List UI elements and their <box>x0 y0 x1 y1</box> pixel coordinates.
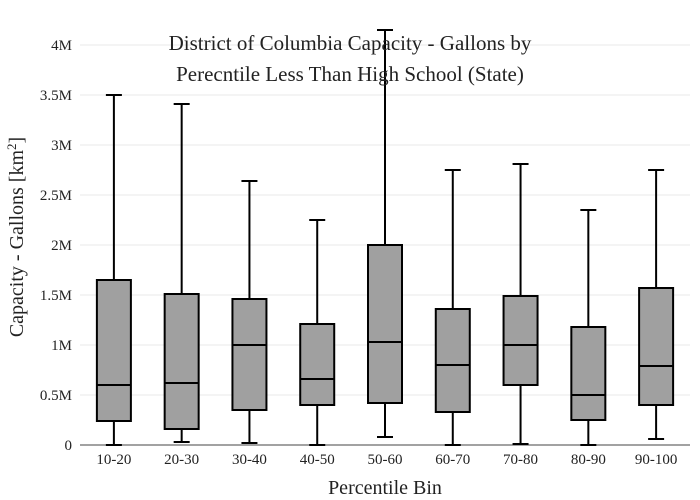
iqr-box <box>95 279 132 422</box>
y-tick-label: 2M <box>51 238 72 254</box>
y-tick-label: 1M <box>51 338 72 354</box>
y-tick-label: 0.5M <box>40 388 72 404</box>
iqr-box <box>231 298 268 411</box>
box-50-60 <box>367 29 403 438</box>
box-10-20 <box>95 94 132 446</box>
y-axis-label-sup: 2 <box>4 143 19 150</box>
y-tick-label: 4M <box>51 38 72 54</box>
iqr-box <box>299 323 336 406</box>
iqr-box <box>367 244 403 404</box>
box-90-100 <box>638 169 675 440</box>
y-axis-label-main: Capacity - Gallons [km <box>6 150 28 338</box>
chart-title-line1: District of Columbia Capacity - Gallons … <box>169 31 532 55</box>
x-tick-label: 90-100 <box>635 452 678 468</box>
x-tick-label: 20-30 <box>164 452 199 468</box>
y-tick-label: 3.5M <box>40 88 72 104</box>
box-70-80 <box>502 163 539 445</box>
iqr-box <box>163 293 200 430</box>
y-tick-label: 2.5M <box>40 188 72 204</box>
y-tick-label: 1.5M <box>40 288 72 304</box>
box-40-50 <box>299 219 336 446</box>
boxes <box>95 29 675 446</box>
y-tick-labels: 0 0.5M 1M 1.5M 2M 2.5M 3M 3.5M 4M <box>40 38 72 454</box>
iqr-box <box>570 326 607 421</box>
y-tick-label: 0 <box>65 438 73 454</box>
x-tick-label: 30-40 <box>232 452 267 468</box>
x-tick-label: 40-50 <box>300 452 335 468</box>
x-tick-label: 10-20 <box>96 452 131 468</box>
y-axis-label-end: ] <box>6 137 28 144</box>
box-60-70 <box>434 169 471 446</box>
x-tick-label: 50-60 <box>368 452 403 468</box>
iqr-box <box>502 295 539 386</box>
iqr-box <box>638 287 675 406</box>
box-80-90 <box>570 209 607 446</box>
x-tick-labels: 10-20 20-30 30-40 40-50 50-60 60-70 70-80 80-90… <box>96 452 677 468</box>
y-axis-label: Capacity - Gallons [km2] <box>4 137 29 337</box>
iqr-box <box>434 308 471 413</box>
x-tick-label: 80-90 <box>571 452 606 468</box>
x-tick-label: 70-80 <box>503 452 538 468</box>
x-tick-label: 60-70 <box>435 452 470 468</box>
y-tick-label: 3M <box>51 138 72 154</box>
box-20-30 <box>163 103 200 443</box>
x-axis-label: Percentile Bin <box>328 477 442 499</box>
box-30-40 <box>231 180 268 444</box>
chart-title-line2: Perecntile Less Than High School (State) <box>176 62 524 86</box>
